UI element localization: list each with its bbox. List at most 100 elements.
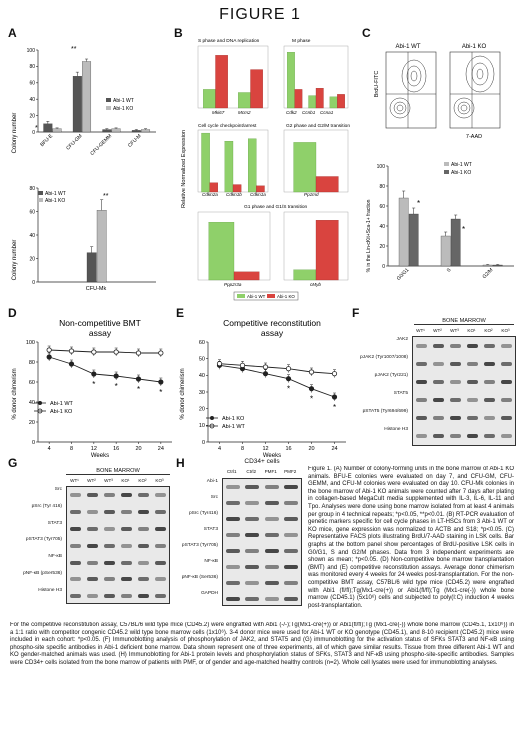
x-tick-label: 16 [285, 446, 291, 452]
blot-band [137, 560, 150, 565]
bar-ko [256, 185, 265, 193]
panel-c-sig-1: * [417, 199, 420, 208]
x-tick-label: 8 [70, 446, 73, 452]
blot-row-label: Src [210, 495, 218, 500]
y-tick-label: 60 [379, 204, 385, 210]
blot-band [245, 533, 260, 537]
blot-band [449, 398, 462, 402]
y-tick-label: 0 [382, 264, 385, 270]
blot-row-label: Src [54, 487, 62, 492]
bar-ko [315, 176, 339, 193]
significance-star: * [137, 385, 140, 394]
panel-b-title-g1: G1 phase and G1/S transition [244, 204, 308, 210]
lane-label: WT² [433, 328, 442, 333]
x-tick-label: G0/G1 [396, 267, 411, 282]
blot-band [284, 485, 299, 489]
blot-band [284, 581, 299, 585]
lane-label: KO² [484, 328, 493, 333]
bar-ko [315, 220, 339, 281]
blot-band [69, 560, 82, 565]
blot-row-label: STAT3 [47, 520, 62, 526]
facs-contours-ko [450, 52, 500, 128]
blot-band [86, 577, 99, 582]
blot-band [225, 549, 240, 553]
y-tick-label: 20 [199, 406, 205, 412]
blot-band [449, 362, 462, 366]
blot-band [264, 597, 279, 601]
panel-c-xaxis: 7-AAD [466, 134, 482, 140]
panel-g-lanes: WT¹ WT² WT³ KO¹ KO² KO³ [66, 478, 170, 486]
gene-cdkn2a: Cdkn2a [202, 192, 218, 197]
lane-label: PMF1 [264, 469, 277, 474]
blot-band [432, 362, 445, 366]
blot-band [137, 594, 150, 599]
bar [398, 197, 409, 267]
blot-band [225, 501, 240, 505]
data-point [158, 350, 164, 356]
blot-row-label: STAT3 [203, 527, 218, 532]
blot-band [264, 549, 279, 553]
gene-cdk2: Cdk2 [286, 110, 297, 115]
blot-band [86, 527, 99, 531]
caption-right: Figure 1. (A) Number of colony-forming u… [308, 466, 514, 609]
panel-b-title-m: M phase [292, 38, 311, 44]
y-tick-label: 0 [32, 280, 35, 286]
blot-band [449, 380, 462, 384]
blot-band [225, 597, 240, 601]
panel-a-sig-1: * [35, 125, 38, 132]
panel-b-title-cc: Cell cycle checkpoint/arrest [198, 123, 257, 129]
panel-c-title-ko: Abi-1 KO [462, 44, 487, 50]
data-point [135, 376, 142, 382]
panel-d-legend-ko: Abi-1 KO [50, 409, 73, 415]
panel-a-bottom-category: CFU-Mk [86, 286, 107, 292]
lane-label: KO² [138, 478, 147, 483]
y-tick-label: 100 [26, 340, 35, 346]
data-point [308, 386, 315, 392]
lane-label: KO¹ [121, 478, 130, 483]
panel-b-title-g2: G2 phase and G2/M transition [286, 123, 350, 129]
blot-row-label: pJAK2 (Tyr1007/1008) [360, 355, 408, 360]
y-tick-label: 60 [29, 81, 35, 87]
blot-band [245, 565, 260, 569]
x-tick-label: 12 [262, 446, 268, 452]
bar [131, 130, 141, 133]
blot-band [264, 501, 279, 505]
blot-band [415, 344, 428, 348]
panel-b-legend-wt-swatch [237, 294, 245, 298]
blot-band [245, 501, 260, 505]
panel-label-c: C [362, 26, 371, 40]
panel-b-legend-ko: Abi-1 KO [277, 294, 295, 299]
panel-h: CD34+ cells Ctrl1 Ctrl2 PMF1 PMF2 Abi-1 Src p… [176, 458, 304, 608]
data-point [331, 394, 338, 400]
x-tick-label: BFU-E [39, 133, 54, 148]
bar-wt [308, 95, 317, 109]
y-tick-label: 80 [29, 360, 35, 366]
blot-row-label: Histone H3 [38, 587, 62, 593]
blot-band [500, 380, 513, 384]
blot-band [245, 581, 260, 585]
blot-band [500, 416, 513, 420]
y-tick-label: 0 [202, 440, 205, 446]
y-tick-label: 40 [29, 97, 35, 103]
blot-band [69, 510, 82, 515]
blot-band [284, 501, 299, 505]
lane-label: KO³ [501, 328, 510, 333]
panel-a-ylabel-bottom: Colony number [12, 240, 18, 281]
panel-g-row-labels: Src pSrc (Tyr 416) STAT3 pSTAT3 (Tyr705) NF-… [8, 486, 64, 604]
blot-band [225, 485, 240, 489]
blot-row-label: pNF-κB (Ser536) [181, 575, 218, 580]
panel-c-sig-2: * [462, 225, 465, 234]
blot-band [69, 594, 82, 599]
blot-row-label: pSTAT5 (Tyr694/699) [362, 409, 408, 414]
panel-d-chart: Non-competitive BMT assay % donor chimer… [12, 318, 172, 459]
blot-band [225, 565, 240, 569]
data-point [285, 376, 292, 382]
lane-label: WT³ [104, 478, 113, 483]
blot-band [103, 577, 116, 582]
y-tick-label: 10 [199, 423, 205, 429]
blot-band [69, 493, 82, 498]
blot-band [154, 527, 167, 531]
blot-band [120, 543, 133, 548]
y-tick-label: 80 [29, 186, 35, 192]
blot-band [225, 517, 240, 521]
